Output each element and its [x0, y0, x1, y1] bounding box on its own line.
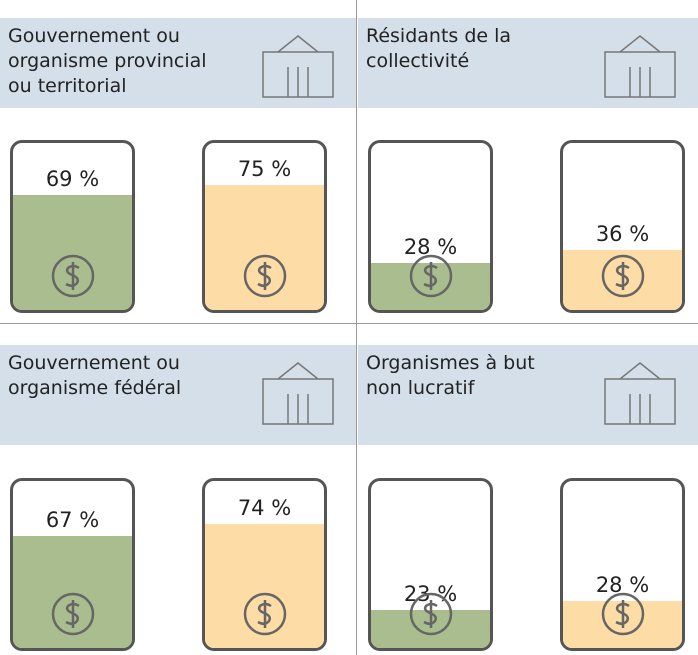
value-label: 74 %	[237, 496, 292, 521]
coin	[408, 591, 454, 641]
panel-title: Résidants de la collectivité	[366, 25, 512, 72]
coin	[600, 591, 646, 641]
icon	[248, 349, 348, 433]
jar: 67 %	[10, 478, 135, 651]
panel: Gouvernement ou organisme fédéral 67 % 74 …	[0, 345, 356, 651]
value-label: 36 %	[595, 221, 650, 246]
jar: 28 %	[560, 478, 685, 651]
panel: Organismes à but non lucratif 23 % 28 %	[358, 0, 698, 655]
value-label: 69 %	[45, 166, 100, 191]
header: Organismes à but non lucratif	[358, 345, 698, 445]
panel: Résidants de la collectivité 28 % 36 %	[358, 0, 698, 655]
header: Résidants de la collectivité	[358, 18, 698, 108]
icon	[262, 362, 334, 425]
value-label: 75 %	[237, 156, 292, 181]
coin	[408, 253, 454, 303]
panel-title: Gouvernement ou organisme fédéral	[8, 352, 182, 399]
dollar-icon	[409, 592, 453, 636]
dollar-icon	[601, 254, 645, 298]
dollar-icon	[51, 254, 95, 298]
divider	[356, 0, 357, 655]
dollar-icon	[601, 592, 645, 636]
coin	[600, 253, 646, 303]
jar: 28 %	[368, 140, 493, 313]
coin	[50, 253, 96, 303]
icon	[590, 22, 690, 106]
jar: 23 %	[368, 478, 493, 651]
jar: 75 %	[202, 140, 327, 313]
coin	[242, 591, 288, 641]
jar: 74 %	[202, 478, 327, 651]
value-label: 67 %	[45, 508, 100, 533]
icon	[248, 22, 348, 106]
icon	[590, 349, 690, 433]
panel-title: Gouvernement ou organisme provincial ou …	[8, 25, 207, 97]
header: Gouvernement ou organisme provincial ou …	[0, 18, 356, 108]
dollar-icon	[51, 592, 95, 636]
dollar-icon	[243, 592, 287, 636]
jar: 36 %	[560, 140, 685, 313]
icon	[604, 362, 676, 425]
dollar-icon	[243, 254, 287, 298]
dollar-icon	[409, 254, 453, 298]
header: Gouvernement ou organisme fédéral	[0, 345, 356, 445]
icon	[604, 35, 676, 98]
bar	[13, 194, 132, 310]
panel-title: Organismes à but non lucratif	[366, 352, 535, 399]
bar	[13, 536, 132, 648]
divider	[0, 323, 698, 324]
jar: 69 %	[10, 140, 135, 313]
coin	[242, 253, 288, 303]
coin	[50, 591, 96, 641]
icon	[262, 35, 334, 98]
panel: Gouvernement ou organisme provincial ou …	[0, 18, 356, 313]
